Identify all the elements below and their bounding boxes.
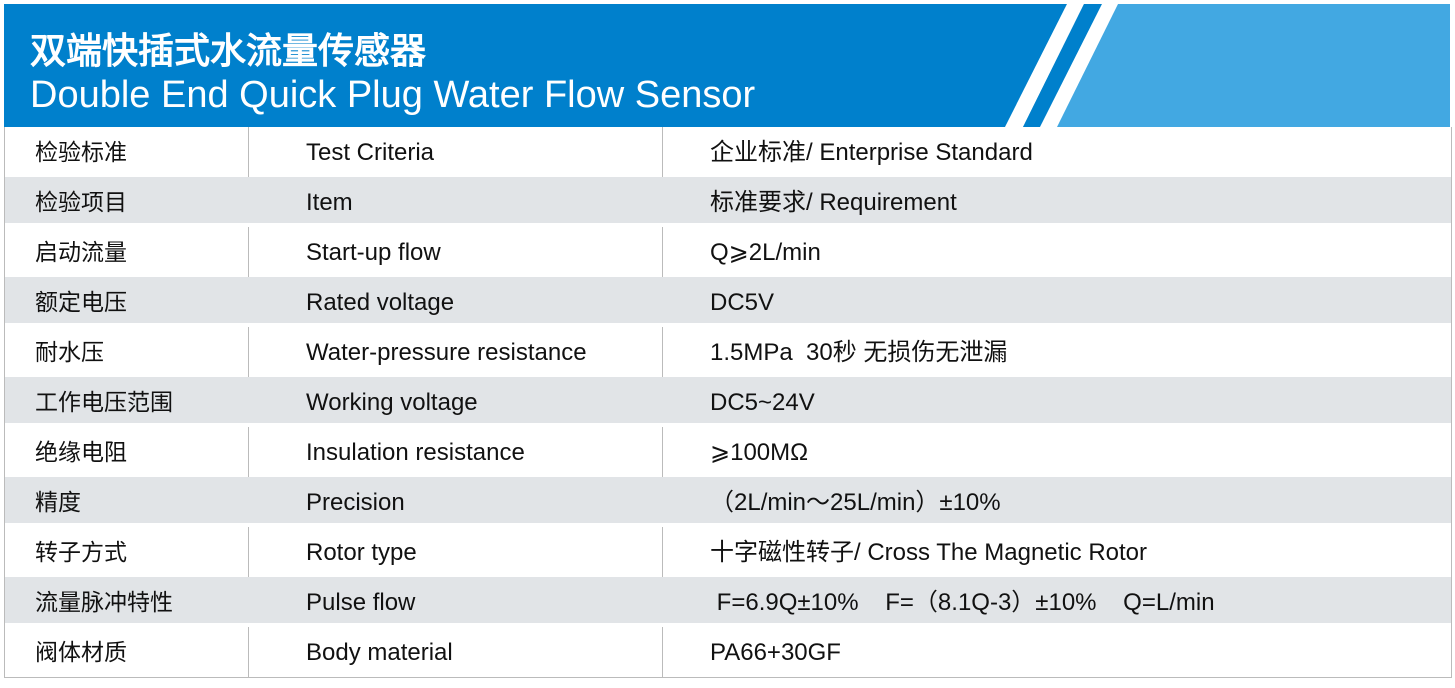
table-row: 启动流量 Start-up flow Q⩾2L/min <box>5 227 1451 277</box>
label-chinese: 检验项目 <box>35 190 127 216</box>
table-row: 额定电压 Rated voltage DC5V <box>5 277 1451 327</box>
title-english: Double End Quick Plug Water Flow Sensor <box>30 74 756 116</box>
spec-value: 十字磁性转子/ Cross The Magnetic Rotor <box>710 539 1148 566</box>
stripe-decoration <box>1005 4 1084 127</box>
table-row: 绝缘电阻 Insulation resistance ⩾100MΩ <box>5 427 1451 477</box>
label-english: Precision <box>306 489 405 516</box>
spec-value: 企业标准/ Enterprise Standard <box>710 139 1033 166</box>
label-chinese: 检验标准 <box>35 140 127 166</box>
label-english: Insulation resistance <box>306 439 525 466</box>
label-english: Item <box>306 189 353 216</box>
label-chinese: 转子方式 <box>35 540 127 566</box>
label-chinese: 额定电压 <box>35 290 127 316</box>
spec-value: （2L/min～25L/min）±10% <box>710 489 1001 516</box>
banner-background <box>4 4 1450 127</box>
spec-value: Q⩾2L/min <box>710 239 821 266</box>
stripe-decoration <box>1040 4 1118 127</box>
table-row: 精度 Precision （2L/min～25L/min）±10% <box>5 477 1451 527</box>
title-chinese: 双端快插式水流量传感器 <box>30 31 427 72</box>
table-row: 阀体材质 Body material PA66+30GF <box>5 627 1451 677</box>
label-chinese: 流量脉冲特性 <box>35 590 173 616</box>
label-chinese: 绝缘电阻 <box>35 440 127 466</box>
spec-value: DC5~24V <box>710 389 815 416</box>
spec-value: ⩾100MΩ <box>710 439 809 466</box>
table-row: 检验项目 Item 标准要求/ Requirement <box>5 177 1451 227</box>
title-banner: 双端快插式水流量传感器 Double End Quick Plug Water … <box>4 4 1450 127</box>
table-row: 流量脉冲特性 Pulse flow F=6.9Q±10% F=（8.1Q-3）±1… <box>5 577 1451 627</box>
label-english: Rotor type <box>306 539 417 566</box>
label-chinese: 启动流量 <box>35 240 127 266</box>
spec-value: DC5V <box>710 289 775 316</box>
spec-value: PA66+30GF <box>710 639 841 666</box>
spec-value: F=6.9Q±10% F=（8.1Q-3）±10% Q=L/min <box>710 589 1215 616</box>
label-english: Pulse flow <box>306 589 416 616</box>
table-row: 工作电压范围 Working voltage DC5~24V <box>5 377 1451 427</box>
label-english: Rated voltage <box>306 289 455 316</box>
label-chinese: 耐水压 <box>35 340 104 366</box>
stripe-decoration <box>1023 4 1102 127</box>
label-english: Test Criteria <box>306 139 435 166</box>
spec-value: 标准要求/ Requirement <box>710 189 957 216</box>
table-row: 转子方式 Rotor type 十字磁性转子/ Cross The Magnetic… <box>5 527 1451 577</box>
label-chinese: 精度 <box>35 490 81 516</box>
spec-table: 检验标准 Test Criteria 企业标准/ Enterprise Standa… <box>4 127 1452 678</box>
table-row: 耐水压 Water-pressure resistance 1.5MPa 30秒 无… <box>5 327 1451 377</box>
label-english: Working voltage <box>306 389 478 416</box>
label-english: Body material <box>306 639 453 666</box>
label-chinese: 工作电压范围 <box>35 390 173 416</box>
spec-value: 1.5MPa 30秒 无损伤无泄漏 <box>710 339 1008 366</box>
table-row: 检验标准 Test Criteria 企业标准/ Enterprise Standa… <box>5 127 1451 177</box>
label-english: Start-up flow <box>306 239 441 266</box>
label-chinese: 阀体材质 <box>35 640 127 666</box>
label-english: Water-pressure resistance <box>306 339 587 366</box>
